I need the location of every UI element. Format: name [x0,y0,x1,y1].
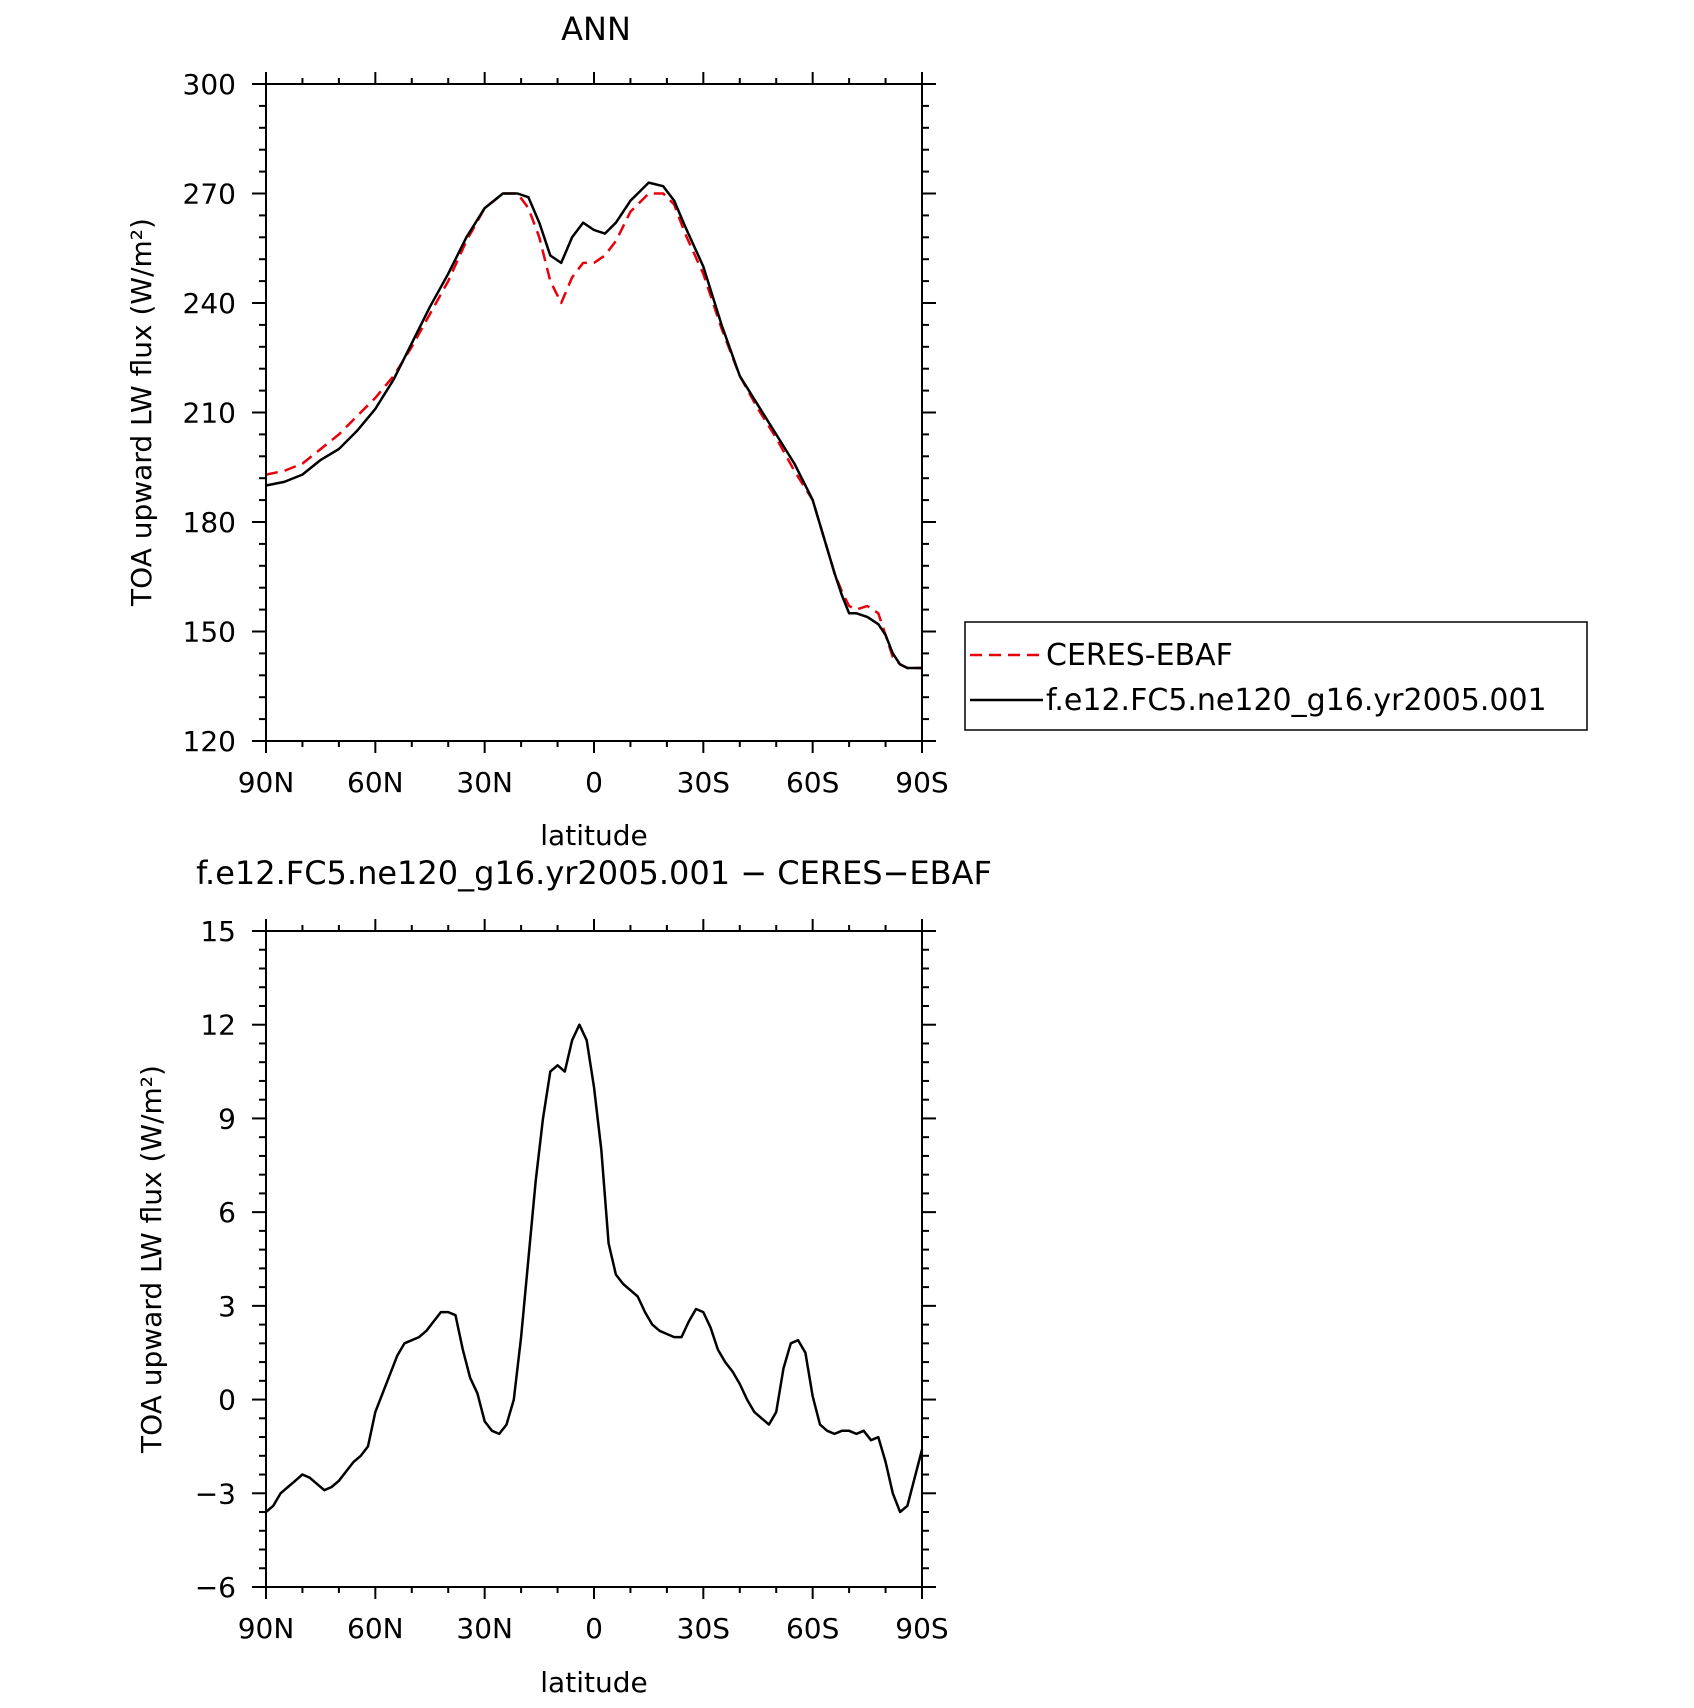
top-chart-x-tick-label: 60N [347,766,404,799]
top-chart-y-tick-label: 210 [183,397,236,430]
top-chart-xlabel: latitude [540,819,647,852]
top-chart-x-tick-label: 90S [895,766,948,799]
bottom-chart-y-tick-label: 9 [218,1102,236,1135]
top-chart-y-tick-label: 270 [183,178,236,211]
bottom-chart-axes: 90N 60N 30N 0 30S 60S 90S −6 −3 0 3 6 9 12 15 [195,915,949,1645]
top-chart-x-tick-label: 30S [677,766,730,799]
bottom-chart-x-tick-label: 30S [677,1612,730,1645]
bottom-chart-title: f.e12.FC5.ne120_g16.yr2005.001 − CERES−E… [196,854,992,892]
top-chart-y-tick-label: 150 [183,616,236,649]
legend-label-ceres: CERES-EBAF [1046,638,1233,673]
bottom-chart-ylabel: TOA upward LW flux (W/m²) [135,1065,168,1454]
bottom-chart-y-tick-label: 6 [218,1196,236,1229]
top-chart-y-tick-label: 180 [183,506,236,539]
bottom-chart-panel: f.e12.FC5.ne120_g16.yr2005.001 − CERES−E… [135,854,992,1699]
bottom-chart-y-tick-label: −3 [195,1477,236,1510]
legend-box [964,621,1588,731]
top-chart-y-tick-label: 300 [183,68,236,101]
bottom-chart-x-tick-label: 90N [238,1612,295,1645]
bottom-chart-y-tick-label: −6 [195,1571,236,1604]
legend-label-model: f.e12.FC5.ne120_g16.yr2005.001 [1046,683,1547,718]
top-chart-frame [265,83,923,742]
top-chart-panel: ANN 90N 60N 30N 0 30S 60S 90S 120 150 180 210 240 27… [125,10,1588,852]
bottom-chart-x-tick-label: 30N [456,1612,513,1645]
bottom-chart-x-tick-label: 60S [786,1612,839,1645]
bottom-chart-series [265,1023,924,1514]
top-chart-series [265,181,922,670]
bottom-chart-x-tick-label: 90S [895,1612,948,1645]
bottom-chart-y-tick-label: 0 [218,1384,236,1417]
top-chart-y-tick-label: 240 [183,287,236,320]
top-chart-axes: 90N 60N 30N 0 30S 60S 90S 120 150 180 210 240 270 300 [183,68,949,799]
top-chart-x-tick-label: 90N [238,766,295,799]
bottom-chart-y-tick-label: 3 [218,1290,236,1323]
bottom-chart-x-tick-label: 60N [347,1612,404,1645]
bottom-chart-y-tick-label: 12 [200,1009,236,1042]
top-chart-y-tick-label: 120 [183,725,236,758]
top-chart-ylabel: TOA upward LW flux (W/m²) [125,218,158,607]
bottom-chart-y-tick-label: 15 [200,915,236,948]
bottom-chart-difference-series [265,1023,924,1514]
top-chart-x-tick-label: 30N [456,766,513,799]
top-chart-title: ANN [561,10,631,48]
top-chart-series-ceres-ebaf [265,192,922,670]
top-chart-x-tick-label: 60S [786,766,839,799]
top-chart-series-f-e12-fc5-ne120-g16-yr2005-001 [265,181,922,670]
bottom-chart-x-tick-label: 0 [585,1612,603,1645]
bottom-chart-xlabel: latitude [540,1666,647,1699]
top-chart-x-tick-label: 0 [585,766,603,799]
top-chart-legend: CERES-EBAF f.e12.FC5.ne120_g16.yr2005.00… [964,621,1588,731]
bottom-chart-frame [265,930,923,1588]
